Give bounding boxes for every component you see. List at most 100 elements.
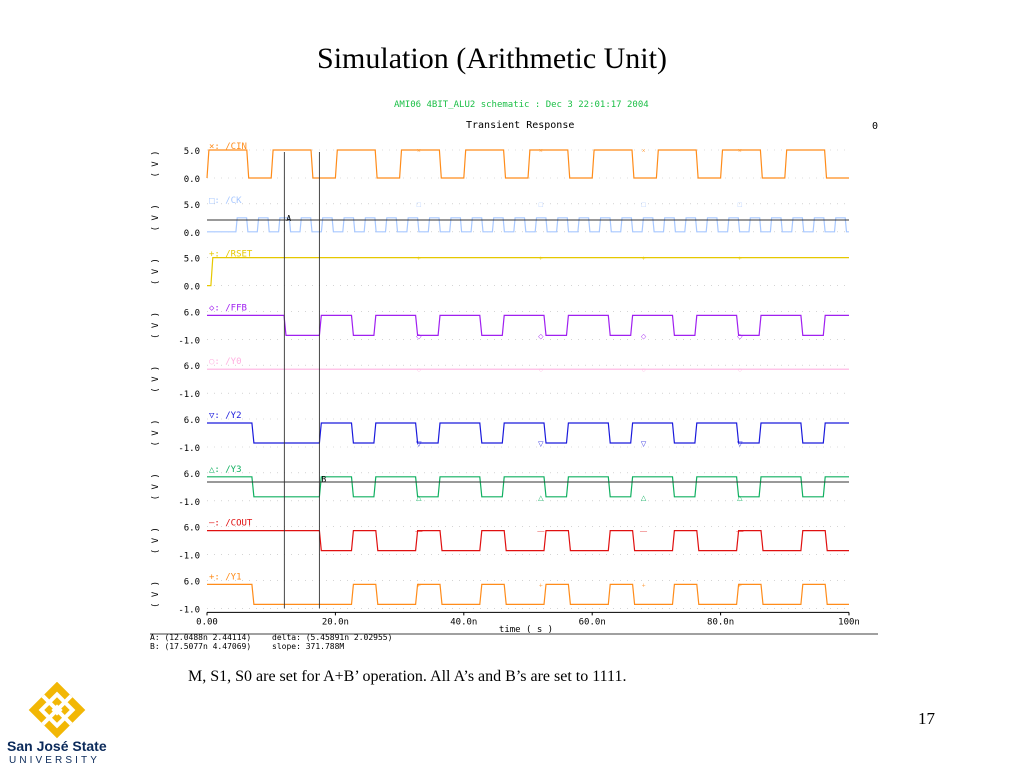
series-marker-y3: △	[737, 494, 743, 502]
cursor-label-a: A	[286, 214, 291, 223]
legend-y0: ○: /Y0	[209, 357, 242, 367]
series-marker-y0: ○	[417, 366, 421, 374]
series-marker-ck: □	[417, 201, 422, 209]
series-marker-cin: ×	[738, 147, 742, 155]
legend-rset: +: /RSET	[209, 250, 253, 260]
x-tick-label: 40.0n	[450, 617, 477, 627]
university-name: San José State	[7, 738, 107, 754]
series-line-cout	[207, 530, 849, 552]
series-marker-y3: △	[641, 494, 647, 502]
y-tick-bottom-y2: -1.0	[178, 444, 200, 454]
series-marker-y3: △	[416, 494, 422, 502]
slide-caption: M, S1, S0 are set for A+B’ operation. Al…	[188, 668, 627, 685]
y-tick-bottom-y3: -1.0	[178, 498, 200, 508]
series-marker-ffb: ◇	[641, 332, 647, 340]
series-marker-rset: +	[539, 255, 543, 263]
y-unit-label-y1: ( V )	[151, 581, 161, 608]
series-marker-ck: □	[738, 201, 743, 209]
series-marker-rset: +	[738, 255, 742, 263]
series-marker-cin: ×	[642, 147, 646, 155]
x-tick-label: 100n	[838, 617, 860, 627]
y-unit-label-y3: ( V )	[151, 473, 161, 500]
series-marker-cin: ×	[417, 147, 421, 155]
legend-ffb: ◇: /FFB	[209, 303, 247, 313]
y-tick-bottom-cin: 0.0	[184, 175, 200, 185]
series-line-ffb	[207, 314, 849, 336]
x-tick-label: 0.00	[196, 617, 218, 627]
series-line-y3	[207, 476, 849, 498]
y-tick-top-cout: 6.0	[184, 524, 200, 534]
y-tick-bottom-cout: -1.0	[178, 552, 200, 562]
y-tick-top-ffb: 6.0	[184, 308, 200, 318]
series-marker-cout: —	[414, 528, 423, 536]
series-marker-cout: —	[735, 528, 744, 536]
y-unit-label-y0: ( V )	[151, 366, 161, 393]
legend-cin: ×: /CIN	[209, 142, 247, 152]
series-marker-y0: ○	[539, 366, 543, 374]
slope-readout: slope: 371.788M	[272, 642, 344, 651]
legend-y3: △: /Y3	[209, 465, 242, 475]
series-marker-cout: —	[536, 528, 545, 536]
delta-readout: delta: (5.45891n 2.02955)	[272, 633, 392, 642]
series-marker-ffb: ◇	[538, 332, 544, 340]
series-marker-cin: ×	[539, 147, 543, 155]
y-unit-label-cin: ( V )	[151, 150, 161, 177]
series-marker-ck: □	[539, 201, 544, 209]
y-tick-top-y3: 6.0	[184, 470, 200, 480]
y-tick-top-y1: 6.0	[184, 577, 200, 587]
series-marker-cout: —	[639, 528, 648, 536]
series-marker-ffb: ◇	[737, 332, 743, 340]
series-line-ck	[207, 217, 849, 233]
chart-title: Transient Response	[466, 120, 575, 131]
series-marker-y1: +	[642, 581, 646, 589]
legend-cout: —: /COUT	[209, 519, 253, 529]
page-number: 17	[918, 709, 935, 728]
series-marker-y1: +	[417, 581, 421, 589]
series-marker-y2: ▽	[641, 440, 647, 448]
series-marker-y1: +	[539, 581, 543, 589]
y-tick-bottom-ffb: -1.0	[178, 336, 200, 346]
series-marker-ck: □	[641, 201, 646, 209]
y-tick-top-y0: 6.0	[184, 362, 200, 372]
y-tick-top-ck: 5.0	[184, 201, 200, 211]
series-marker-y0: ○	[641, 366, 645, 374]
series-marker-rset: +	[642, 255, 646, 263]
y-unit-label-ffb: ( V )	[151, 312, 161, 339]
y-unit-label-cout: ( V )	[151, 527, 161, 554]
series-marker-y2: ▽	[737, 440, 743, 448]
series-marker-y0: ○	[738, 366, 742, 374]
y-unit-label-y2: ( V )	[151, 419, 161, 446]
university-subtitle: UNIVERSITY	[9, 755, 101, 766]
y-tick-bottom-rset: 0.0	[184, 283, 200, 293]
x-tick-label: 60.0n	[579, 617, 606, 627]
y-tick-top-rset: 5.0	[184, 255, 200, 265]
series-marker-ffb: ◇	[416, 332, 422, 340]
y-tick-top-y2: 6.0	[184, 416, 200, 426]
series-marker-y3: △	[538, 494, 544, 502]
y-tick-bottom-y0: -1.0	[178, 390, 200, 400]
y-unit-label-rset: ( V )	[151, 258, 161, 285]
simulation-header: AMI06 4BIT_ALU2 schematic : Dec 3 22:01:…	[394, 100, 649, 110]
series-line-rset	[207, 257, 849, 287]
legend-ck: □: /CK	[209, 196, 242, 206]
x-axis-label: time ( s )	[499, 625, 553, 635]
cursor-label-b: B	[321, 475, 326, 484]
slide-title: Simulation (Arithmetic Unit)	[317, 42, 667, 75]
y-tick-top-cin: 5.0	[184, 147, 200, 157]
y-tick-bottom-y1: -1.0	[178, 605, 200, 615]
y-unit-label-ck: ( V )	[151, 204, 161, 231]
university-logo-icon	[28, 682, 86, 739]
series-line-y2	[207, 422, 849, 444]
corner-marker: 0	[872, 121, 879, 132]
series-marker-y1: +	[738, 581, 742, 589]
y-tick-bottom-ck: 0.0	[184, 229, 200, 239]
series-marker-y2: ▽	[416, 440, 422, 448]
cursor-readout-a: A: (12.0488n 2.44114)	[150, 633, 251, 642]
series-marker-y2: ▽	[538, 440, 544, 448]
cursor-readout-b: B: (17.5077n 4.47069)	[150, 642, 251, 651]
series-line-y1	[207, 583, 849, 605]
legend-y1: +: /Y1	[209, 572, 242, 582]
x-tick-label: 80.0n	[707, 617, 734, 627]
series-line-cin	[206, 149, 849, 179]
